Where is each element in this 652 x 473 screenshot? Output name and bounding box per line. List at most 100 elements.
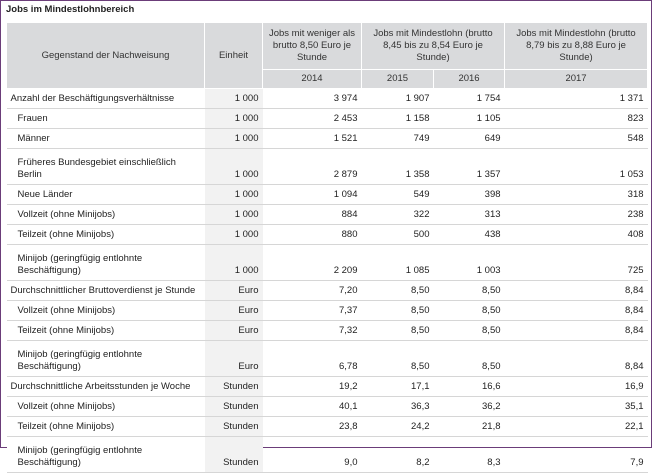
value-cell: 17,1 [361,376,434,397]
value-cell: 8,50 [433,320,505,341]
value-cell: 3 974 [262,88,362,109]
value-cell: 1 003 [433,244,505,281]
value-cell: 313 [433,204,505,225]
year-header-2014: 2014 [262,69,362,89]
value-cell: 23,8 [262,416,362,437]
row-label: Vollzeit (ohne Minijobs) [6,204,205,225]
row-unit: Euro [204,300,263,321]
row-unit: 1 000 [204,148,263,185]
row-label: Teilzeit (ohne Minijobs) [6,224,205,245]
row-unit: 1 000 [204,108,263,129]
value-cell: 36,3 [361,396,434,417]
row-label: Teilzeit (ohne Minijobs) [6,416,205,437]
value-cell: 16,6 [433,376,505,397]
value-cell: 438 [433,224,505,245]
value-cell: 16,9 [504,376,648,397]
table-row: Früheres Bundesgebiet einschließlich Ber… [6,148,648,185]
value-cell: 8,84 [504,300,648,321]
row-unit: Stunden [204,436,263,473]
value-cell: 884 [262,204,362,225]
table-row: Vollzeit (ohne Minijobs) Euro 7,37 8,50 8,50… [6,300,648,321]
value-cell: 398 [433,184,505,205]
table-row: Teilzeit (ohne Minijobs) 1 000 880 500 438 40… [6,224,648,245]
table-row: Neue Länder 1 000 1 094 549 398 318 [6,184,648,205]
row-label: Männer [6,128,205,149]
row-unit: Euro [204,320,263,341]
value-cell: 6,78 [262,340,362,377]
table-row: Minijob (geringfügig entlohnte Beschäfti… [6,244,648,281]
row-unit: 1 000 [204,204,263,225]
value-cell: 8,50 [361,300,434,321]
row-label: Frauen [6,108,205,129]
value-cell: 1 907 [361,88,434,109]
value-cell: 8,50 [433,340,505,377]
value-cell: 1 053 [504,148,648,185]
table-row: Vollzeit (ohne Minijobs) Stunden 40,1 36,3 3… [6,396,648,417]
row-label: Vollzeit (ohne Minijobs) [6,300,205,321]
row-unit: 1 000 [204,128,263,149]
value-cell: 8,84 [504,320,648,341]
table-row: Minijob (geringfügig entlohnte Beschäfti… [6,340,648,377]
row-unit: 1 000 [204,224,263,245]
value-cell: 1 521 [262,128,362,149]
value-cell: 8,50 [361,340,434,377]
value-cell: 8,50 [433,300,505,321]
year-header-2016: 2016 [432,69,506,89]
value-cell: 8,84 [504,340,648,377]
row-label: Durchschnittlicher Bruttoverdienst je St… [6,280,205,301]
group-header-below-850: Jobs mit weniger als brutto 8,50 Euro je… [262,22,362,70]
value-cell: 500 [361,224,434,245]
header-row: Gegenstand der Nachweisung Einheit Jobs … [6,22,649,89]
value-cell: 8,84 [504,280,648,301]
value-cell: 880 [262,224,362,245]
row-unit: 1 000 [204,184,263,205]
value-cell: 21,8 [433,416,505,437]
row-label: Früheres Bundesgebiet einschließlich Ber… [6,148,205,185]
table-row: Männer 1 000 1 521 749 649 548 [6,128,648,149]
value-cell: 322 [361,204,434,225]
value-cell: 2 453 [262,108,362,129]
value-cell: 35,1 [504,396,648,417]
row-unit: Euro [204,280,263,301]
value-cell: 8,50 [361,280,434,301]
value-cell: 7,32 [262,320,362,341]
row-unit: Stunden [204,416,263,437]
value-cell: 749 [361,128,434,149]
value-cell: 1 158 [361,108,434,129]
year-header-2015: 2015 [361,69,434,89]
value-cell: 1 358 [361,148,434,185]
table-row: Teilzeit (ohne Minijobs) Stunden 23,8 24,2 2… [6,416,648,437]
value-cell: 8,3 [433,436,505,473]
value-cell: 1 085 [361,244,434,281]
value-cell: 318 [504,184,648,205]
value-cell: 9,0 [262,436,362,473]
value-cell: 1 357 [433,148,505,185]
value-cell: 238 [504,204,648,225]
value-cell: 1 371 [504,88,648,109]
value-cell: 2 879 [262,148,362,185]
table-row: Anzahl der Beschäftigungsverhältnisse 1 0… [6,88,648,109]
row-label: Anzahl der Beschäftigungsverhältnisse [6,88,205,109]
value-cell: 7,9 [504,436,648,473]
row-label: Teilzeit (ohne Minijobs) [6,320,205,341]
group-header-mindestlohn-850: Jobs mit Mindestlohn (brutto 8,45 bis zu… [360,22,506,70]
data-table: Gegenstand der Nachweisung Einheit Jobs … [6,22,649,473]
row-label: Neue Länder [6,184,205,205]
value-cell: 1 105 [433,108,505,129]
value-cell: 823 [504,108,648,129]
value-cell: 36,2 [433,396,505,417]
row-label: Vollzeit (ohne Minijobs) [6,396,205,417]
table-row: Durchschnittlicher Bruttoverdienst je St… [6,280,648,301]
value-cell: 22,1 [504,416,648,437]
value-cell: 408 [504,224,648,245]
table-row: Teilzeit (ohne Minijobs) Euro 7,32 8,50 8,50… [6,320,648,341]
value-cell: 1 754 [433,88,505,109]
value-cell: 24,2 [361,416,434,437]
subject-header: Gegenstand der Nachweisung [6,22,205,89]
row-label: Minijob (geringfügig entlohnte Beschäfti… [6,436,205,473]
year-header-row: 2014 2015 2016 2017 [7,69,649,89]
table-row: Vollzeit (ohne Minijobs) 1 000 884 322 313 23… [6,204,648,225]
row-label: Minijob (geringfügig entlohnte Beschäfti… [6,340,205,377]
value-cell: 40,1 [262,396,362,417]
table-body: Anzahl der Beschäftigungsverhältnisse 1 0… [6,88,648,473]
